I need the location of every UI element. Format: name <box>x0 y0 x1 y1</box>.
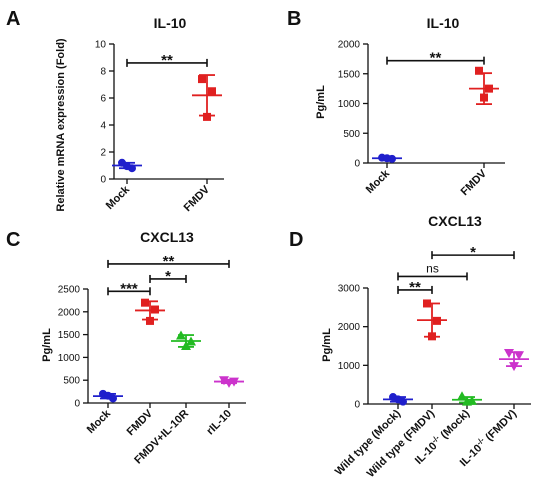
panel-d-series-2 <box>452 391 482 406</box>
panel-b-y-tick-label: 500 <box>343 129 360 140</box>
panel-d-title: CXCL13 <box>428 213 482 229</box>
panel-a-ylabel: Relative mRNA expression (Fold) <box>55 38 67 212</box>
panel-a-y-tick-label: 2 <box>100 148 106 159</box>
panel-c-x-category-label: rIL-10 <box>204 408 234 438</box>
panel-a-y-tick-label: 8 <box>100 67 106 78</box>
panel-c-y-tick-label: 1000 <box>58 353 81 364</box>
panel-b-series-0 <box>372 153 402 163</box>
panel-a-series-0 <box>112 158 142 173</box>
panel-c-y-tick-label: 500 <box>63 376 80 387</box>
panel-c: C CXCL13 Pg/mL 0 500 1000 1500 2000 2500 Mock F… <box>6 229 246 466</box>
panel-c-series-3 <box>214 376 244 388</box>
panel-c-y-tick-label: 0 <box>74 399 80 410</box>
panel-b-data-point <box>485 84 493 93</box>
panel-a-data-point <box>198 75 206 84</box>
panel-c-ylabel: Pg/mL <box>41 328 53 362</box>
panel-a-data-point <box>203 112 211 121</box>
panel-d-significance-label: * <box>470 244 476 261</box>
panel-c-title: CXCL13 <box>140 229 194 245</box>
panel-c-data-point <box>219 376 229 386</box>
panel-d-data-point <box>514 351 524 361</box>
panel-d-ylabel: Pg/mL <box>321 328 333 362</box>
panel-d-data-point <box>428 332 436 341</box>
panel-a-significance-bracket: ** <box>126 52 208 69</box>
panel-b-y-tick-label: 1000 <box>338 99 361 110</box>
panel-b-y-tick-label: 0 <box>354 159 360 170</box>
panel-b-series-1 <box>469 66 499 105</box>
panel-letter-c: C <box>6 229 20 251</box>
panel-c-data-point <box>151 305 159 314</box>
panel-d-y-tick-label: 3000 <box>338 284 361 295</box>
panel-a: A IL-10 Relative mRNA expression (Fold) … <box>6 8 224 214</box>
panel-c-data-point <box>104 391 112 400</box>
panel-d-significance-label: ** <box>409 279 421 296</box>
panel-d-data-point <box>509 362 519 372</box>
panel-c-series-2 <box>171 330 201 350</box>
panel-c-y-tick-label: 2000 <box>58 307 81 318</box>
panel-d-significance-bracket: * <box>431 244 515 261</box>
panel-c-significance-bracket: * <box>149 268 187 285</box>
panel-a-x-category-label: Mock <box>104 183 133 212</box>
panel-c-series-1 <box>135 298 165 325</box>
panel-b-ylabel: Pg/mL <box>315 85 327 119</box>
panel-b-x-category-label: Mock <box>364 167 393 196</box>
panel-a-data-point <box>123 162 131 171</box>
panel-c-significance-label: *** <box>120 280 138 297</box>
panel-a-y-tick-label: 6 <box>100 94 106 105</box>
panel-c-data-point <box>224 378 234 388</box>
panel-d-data-point <box>423 299 431 308</box>
panel-d-significance-bracket: ** <box>397 279 433 296</box>
panel-d-series-0 <box>383 393 413 406</box>
panel-c-significance-bracket: *** <box>107 280 151 297</box>
panel-c-data-point <box>186 336 196 346</box>
panel-b-significance-bracket: ** <box>386 50 485 67</box>
panel-b-x-category-label: FMDV <box>459 167 490 198</box>
panel-letter-d: D <box>289 229 303 251</box>
panel-a-y-tick-label: 4 <box>100 121 106 132</box>
panel-c-data-point <box>176 330 186 340</box>
panel-b: B IL-10 Pg/mL 0 500 1000 1500 2000 Mock FMDV ** <box>287 8 505 198</box>
panel-c-x-category-label: FMDV <box>125 407 156 438</box>
panel-letter-b: B <box>287 8 301 30</box>
panel-b-y-tick-label: 2000 <box>338 40 361 51</box>
panel-d-series-3 <box>499 348 529 372</box>
panel-d-data-point <box>433 316 441 325</box>
panel-a-significance-label: ** <box>161 52 173 69</box>
panel-d-data-point <box>462 396 472 406</box>
panel-a-series-1 <box>192 74 222 121</box>
panel-d-significance-label: ns <box>426 261 439 275</box>
panel-b-significance-label: ** <box>430 50 442 67</box>
panel-c-significance-label: * <box>165 268 171 285</box>
panel-a-data-point <box>208 87 216 96</box>
panel-c-x-category-label: Mock <box>85 407 114 436</box>
panel-a-y-tick-label: 10 <box>95 40 107 51</box>
panel-c-y-tick-label: 1500 <box>58 330 81 341</box>
panel-c-significance-label: ** <box>163 253 175 270</box>
panel-d-data-point <box>504 348 514 358</box>
panel-b-data-point <box>475 66 483 75</box>
panel-d-y-tick-label: 2000 <box>338 322 361 333</box>
panel-letter-a: A <box>6 8 20 30</box>
panel-d-data-point <box>394 395 402 404</box>
panel-c-y-tick-label: 2500 <box>58 285 81 296</box>
panel-a-title: IL-10 <box>154 15 187 31</box>
panel-c-significance-bracket: ** <box>107 253 230 270</box>
panel-d-data-point <box>457 391 467 401</box>
panel-b-y-tick-label: 1500 <box>338 69 361 80</box>
panel-a-y-tick-label: 0 <box>100 175 106 186</box>
panel-d-series-1 <box>417 299 447 341</box>
panel-c-data-point <box>141 298 149 307</box>
panel-d-significance-bracket: ns <box>397 261 468 281</box>
panel-d-y-tick-label: 1000 <box>338 361 361 372</box>
panel-b-data-point <box>383 154 391 163</box>
panel-b-title: IL-10 <box>427 15 460 31</box>
panel-a-x-category-label: FMDV <box>182 183 213 214</box>
panel-d-y-tick-label: 0 <box>354 400 360 411</box>
panel-c-series-0 <box>93 389 123 403</box>
panel-c-data-point <box>146 316 154 325</box>
panel-c-data-point <box>181 341 191 350</box>
panel-b-data-point <box>480 93 488 102</box>
